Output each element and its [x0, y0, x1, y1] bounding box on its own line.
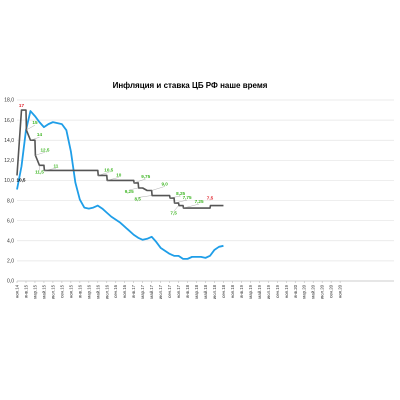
x-tick-label: май.16	[95, 284, 100, 298]
y-tick-label: 12,0	[4, 158, 14, 164]
x-tick-label: май.20	[311, 284, 316, 298]
x-tick-label: сен.16	[113, 284, 118, 297]
series-layer	[16, 109, 224, 260]
label-leader	[133, 178, 146, 184]
x-tick-label: май.15	[41, 284, 46, 298]
x-tick-label: май.19	[257, 284, 262, 298]
label-leader	[183, 203, 200, 209]
y-tick-label: 18,0	[4, 98, 14, 104]
x-axis: ноя.14 янв.15 мар.15 май.15 июл.15 сен.15 ноя.…	[15, 281, 343, 299]
data-label: 7,25	[195, 199, 204, 204]
label-leader	[174, 199, 188, 204]
y-tick-label: 10,0	[4, 178, 14, 184]
x-tick-label: янв.20	[293, 284, 298, 298]
data-label: 17	[19, 103, 25, 108]
label-leader	[43, 168, 56, 171]
label-leader	[173, 205, 179, 212]
y-tick-label: 4,0	[7, 238, 14, 244]
data-label: 8,25	[176, 191, 185, 196]
y-axis: 0,0 2,0 4,0 6,0 8,0 10,0 12,0 14,0 16,0 18,0	[4, 98, 14, 285]
x-tick-label: ноя.15	[68, 284, 73, 298]
x-tick-label: янв.16	[77, 284, 82, 298]
y-tick-label: 16,0	[4, 118, 14, 124]
x-tick-label: май.18	[203, 284, 208, 298]
x-tick-label: янв.15	[23, 284, 28, 298]
x-tick-label: сен.15	[59, 284, 64, 297]
y-tick-label: 6,0	[7, 218, 14, 224]
data-label: 8,5	[134, 197, 141, 202]
data-label: 7,5	[170, 211, 177, 216]
x-tick-label: ноя.18	[230, 284, 235, 298]
label-leader	[34, 152, 46, 156]
gridlines	[17, 99, 394, 282]
data-label: 11	[53, 163, 58, 168]
data-label: 10,5	[104, 167, 113, 172]
x-tick-label: ноя.14	[15, 284, 20, 298]
x-tick-label: ноя.17	[176, 284, 181, 298]
x-tick-label: июл.17	[158, 284, 163, 299]
data-label: 7,5	[207, 196, 214, 201]
x-tick-label: сен.20	[329, 284, 334, 297]
x-tick-label: июл.15	[50, 284, 55, 299]
data-label: 11,5	[35, 169, 44, 174]
y-tick-label: 0,0	[7, 279, 14, 285]
label-leader	[169, 195, 181, 199]
data-label: 9,25	[125, 189, 134, 194]
x-tick-label: мар.20	[302, 284, 307, 298]
data-label: 14	[37, 132, 43, 137]
x-tick-label: июл.16	[104, 284, 109, 299]
data-label: 12,5	[40, 147, 49, 152]
x-tick-label: сен.17	[167, 284, 172, 297]
x-tick-label: сен.19	[275, 284, 280, 297]
x-tick-label: ноя.16	[122, 284, 127, 298]
x-tick-label: мар.18	[194, 284, 199, 298]
data-label: 10	[116, 172, 122, 177]
label-leader	[137, 195, 152, 198]
chart-title: Инфляция и ставка ЦБ РФ наше время	[113, 81, 268, 90]
y-tick-label: 8,0	[7, 198, 14, 204]
x-tick-label: июл.20	[320, 284, 325, 299]
key-rate-line	[16, 109, 224, 209]
label-leader	[106, 177, 119, 181]
inflation-line	[16, 110, 224, 260]
x-tick-label: янв.19	[239, 284, 244, 298]
y-tick-label: 14,0	[4, 138, 14, 144]
x-tick-label: сен.18	[221, 284, 226, 297]
x-tick-label: мар.16	[86, 284, 91, 298]
data-label: 9,0	[161, 182, 168, 187]
label-leader	[151, 186, 165, 191]
x-tick-label: мар.15	[32, 284, 37, 298]
label-leader	[97, 172, 109, 176]
x-tick-label: ноя.20	[338, 284, 343, 298]
annotation-leaders	[25, 124, 200, 212]
data-label: 9,75	[141, 174, 150, 179]
y-tick-label: 2,0	[7, 259, 14, 265]
label-leader	[30, 137, 40, 141]
data-label: 7,75	[183, 195, 192, 200]
x-tick-label: июл.19	[266, 284, 271, 299]
label-leader	[129, 187, 139, 191]
x-tick-label: мар.17	[140, 284, 145, 298]
label-leader	[25, 124, 36, 131]
x-tick-label: май.17	[149, 284, 154, 298]
x-tick-label: ноя.19	[284, 284, 289, 298]
x-tick-label: мар.19	[248, 284, 253, 298]
x-tick-label: июл.18	[212, 284, 217, 299]
x-tick-label: янв.18	[185, 284, 190, 298]
x-tick-label: янв.17	[131, 284, 136, 298]
data-label: 10,5	[17, 177, 26, 182]
data-label: 15	[32, 120, 38, 125]
